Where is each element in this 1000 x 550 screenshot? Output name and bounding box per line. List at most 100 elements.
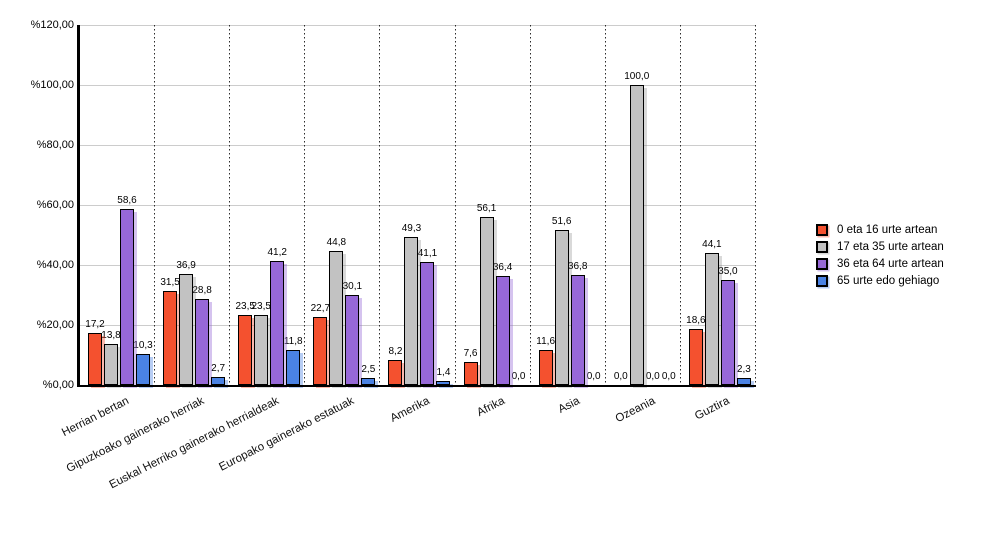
bar-value-label: 44,8 xyxy=(326,236,347,248)
bar-value-label: 2,7 xyxy=(211,362,226,374)
bar-3-3 xyxy=(270,261,285,385)
bar-value-label: 11,8 xyxy=(283,335,303,347)
bar-3-9 xyxy=(720,280,735,385)
gridline xyxy=(80,205,756,206)
category-separator xyxy=(379,25,381,385)
legend-item: 17 eta 35 urte artean xyxy=(816,241,944,253)
x-axis-label: Gipuzkoako gainerako herriak xyxy=(64,395,207,476)
x-axis-label: Asia xyxy=(556,395,582,416)
bar-value-label: 36,8 xyxy=(567,260,588,272)
bar-2-1 xyxy=(104,343,118,385)
category-separator xyxy=(229,25,231,385)
x-axis-line xyxy=(77,385,756,387)
legend-item: 36 eta 64 urte artean xyxy=(816,258,944,270)
bar-value-label: 0,0 xyxy=(511,371,526,382)
bar-value-label: 41,2 xyxy=(267,247,287,259)
bar-1-2 xyxy=(163,290,178,385)
bar-2-7 xyxy=(554,230,569,385)
y-axis-label: %40,00 xyxy=(36,259,74,271)
legend-swatch xyxy=(816,241,828,253)
x-axis-label: Europako gainerako estatuak xyxy=(217,395,357,474)
bar-value-label: 13,8 xyxy=(101,329,121,341)
category-separator xyxy=(679,25,681,385)
bar-2-6 xyxy=(479,216,494,385)
x-axis-labels: Herrian bertan Gipuzkoako gainerako herri… xyxy=(0,385,1000,550)
bar-1-5 xyxy=(388,360,403,385)
bar-value-label: 36,4 xyxy=(492,261,513,273)
bar-value-label: 2,3 xyxy=(736,364,751,376)
category-separator xyxy=(304,25,306,385)
bar-value-label: 18,6 xyxy=(686,315,706,327)
y-axis-label: %80,00 xyxy=(36,139,74,151)
x-axis-label: Ozeania xyxy=(613,395,657,426)
gridline xyxy=(80,145,756,146)
bar-value-label: 17,2 xyxy=(85,319,105,331)
bar-value-label: 23,5 xyxy=(251,300,271,312)
bar-1-1 xyxy=(88,333,102,385)
category-separator xyxy=(755,25,756,385)
category-separator xyxy=(154,25,156,385)
bar-value-label: 8,2 xyxy=(388,346,403,358)
category-separator xyxy=(529,25,531,385)
x-axis-label: Amerika xyxy=(388,395,432,425)
x-axis-label: Euskal Herriko gainerako herrialdeak xyxy=(107,395,282,492)
bar-1-7 xyxy=(538,350,553,385)
bar-value-label: 56,1 xyxy=(476,202,497,214)
bar-2-5 xyxy=(404,237,419,385)
legend-swatch xyxy=(816,275,828,287)
bar-4-9 xyxy=(736,378,751,385)
category-separator xyxy=(454,25,456,385)
legend-swatch xyxy=(816,224,828,236)
gridline xyxy=(80,25,756,26)
bar-3-7 xyxy=(570,274,585,385)
bar-value-label: 30,1 xyxy=(342,280,363,292)
bar-value-label: 1,4 xyxy=(436,366,451,378)
bar-value-label: 44,1 xyxy=(702,238,722,250)
bar-value-label: 51,6 xyxy=(551,216,572,228)
bar-value-label: 2,5 xyxy=(361,363,376,375)
plot-area: 17,2 13,8 58,6 10,3 31,5 36,9 28,8 2,7 23,5 23,5 4… xyxy=(77,25,756,387)
bar-value-label: 22,7 xyxy=(310,302,331,314)
bar-value-label: 100,0 xyxy=(624,71,650,82)
bar-2-9 xyxy=(704,252,719,385)
y-axis-line xyxy=(77,25,80,385)
bar-value-label: 11,6 xyxy=(536,336,556,348)
bar-value-label: 0,0 xyxy=(661,371,676,382)
bar-3-1 xyxy=(120,209,134,385)
bar-4-2 xyxy=(211,376,226,385)
y-axis-label: %20,00 xyxy=(36,319,74,331)
bar-value-label: 10,3 xyxy=(133,340,153,352)
y-axis-label: %60,00 xyxy=(36,199,74,211)
bar-1-9 xyxy=(688,329,703,385)
x-axis-label: Herrian bertan xyxy=(60,395,132,440)
legend-item: 0 eta 16 urte artean xyxy=(816,224,944,236)
bar-3-4 xyxy=(345,294,360,385)
bar-value-label: 7,6 xyxy=(463,348,478,360)
bar-2-8 xyxy=(629,85,644,385)
bar-2-2 xyxy=(179,274,194,385)
bar-value-label: 28,8 xyxy=(192,284,212,296)
y-axis-label: %120,00 xyxy=(30,19,74,31)
legend-swatch xyxy=(816,258,828,270)
bar-1-4 xyxy=(313,316,328,385)
x-axis-label: Afrika xyxy=(474,395,507,420)
legend-item-label: 0 eta 16 urte artean xyxy=(837,224,938,236)
legend-item: 65 urte edo gehiago xyxy=(816,275,944,287)
bar-value-label: 36,9 xyxy=(176,260,196,272)
gridline xyxy=(80,85,756,86)
bar-value-label: 58,6 xyxy=(117,195,137,207)
legend-item-label: 17 eta 35 urte artean xyxy=(837,241,944,253)
legend: 0 eta 16 urte artean 17 eta 35 urte artea… xyxy=(816,224,944,292)
legend-item-label: 65 urte edo gehiago xyxy=(837,275,940,287)
bar-value-label: 35,0 xyxy=(718,266,738,277)
bar-value-label: 0,0 xyxy=(586,371,601,382)
bar-4-5 xyxy=(436,380,451,385)
bar-value-label: 49,3 xyxy=(401,223,422,235)
bar-value-label: 0,0 xyxy=(645,371,660,382)
x-axis-label: Guztira xyxy=(693,395,732,423)
bar-value-label: 0,0 xyxy=(613,371,628,382)
bar-value-label: 41,1 xyxy=(417,247,438,259)
bar-3-2 xyxy=(195,298,210,385)
bar-1-3 xyxy=(238,314,253,385)
